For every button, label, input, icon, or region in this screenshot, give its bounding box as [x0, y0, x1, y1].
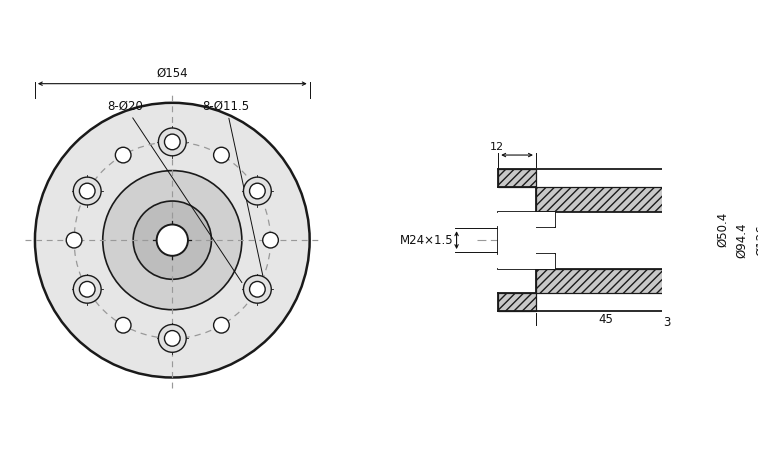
- Bar: [677, 294, 686, 311]
- Circle shape: [74, 275, 101, 303]
- Circle shape: [157, 225, 188, 256]
- Circle shape: [214, 318, 229, 333]
- Text: Ø154: Ø154: [156, 67, 188, 80]
- Text: 3: 3: [663, 316, 671, 329]
- Text: M24×1.5: M24×1.5: [400, 234, 454, 247]
- Circle shape: [158, 128, 186, 156]
- Bar: [536, 212, 686, 269]
- Text: 45: 45: [599, 313, 614, 326]
- Bar: [498, 294, 536, 311]
- Bar: [498, 227, 536, 254]
- Circle shape: [103, 171, 242, 310]
- Bar: [498, 254, 555, 269]
- Text: 8-Ø20: 8-Ø20: [107, 100, 242, 283]
- Circle shape: [80, 281, 95, 297]
- Bar: [677, 269, 686, 294]
- Circle shape: [80, 183, 95, 199]
- Text: Ø126: Ø126: [755, 224, 758, 256]
- Circle shape: [263, 232, 278, 248]
- Bar: [677, 169, 686, 187]
- Circle shape: [243, 275, 271, 303]
- Bar: [536, 187, 677, 212]
- Circle shape: [164, 134, 180, 150]
- Bar: [498, 212, 555, 227]
- Circle shape: [115, 318, 131, 333]
- Circle shape: [164, 331, 180, 346]
- Circle shape: [158, 325, 186, 352]
- Bar: [498, 169, 536, 187]
- Text: 12: 12: [490, 143, 503, 152]
- Circle shape: [35, 103, 310, 378]
- Circle shape: [66, 232, 82, 248]
- Text: Ø50.4: Ø50.4: [716, 212, 729, 247]
- Text: 8-Ø11.5: 8-Ø11.5: [202, 100, 265, 284]
- Circle shape: [249, 183, 265, 199]
- Circle shape: [133, 201, 211, 279]
- Circle shape: [249, 281, 265, 297]
- Circle shape: [243, 177, 271, 205]
- Circle shape: [74, 177, 101, 205]
- Bar: [677, 187, 686, 212]
- Circle shape: [115, 147, 131, 163]
- Bar: [536, 269, 677, 294]
- Text: Ø94.4: Ø94.4: [735, 222, 749, 258]
- Circle shape: [214, 147, 229, 163]
